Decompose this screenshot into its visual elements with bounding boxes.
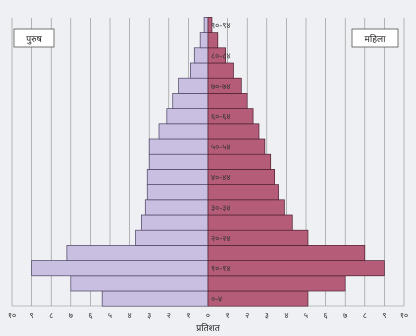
age-label: ६०-६४ bbox=[211, 112, 231, 121]
age-label: ८०-८४ bbox=[211, 51, 231, 60]
bar-female-८५-८९ bbox=[207, 32, 219, 49]
bar-female-५-९ bbox=[207, 275, 346, 292]
bar-male-६०-६४ bbox=[166, 108, 209, 125]
bar-male-६५-६९ bbox=[172, 93, 209, 109]
x-tick-label: २ bbox=[167, 311, 171, 320]
bar-male-७०-७४ bbox=[178, 77, 209, 94]
x-tick-label: ७ bbox=[69, 311, 73, 320]
x-tick-label: ४ bbox=[284, 311, 288, 320]
bar-male-४०-४४ bbox=[146, 169, 209, 185]
legend-male: पुरुष bbox=[13, 28, 55, 48]
x-axis-title: प्रतिशत bbox=[196, 322, 221, 334]
bar-male-१०-१४ bbox=[31, 260, 209, 277]
age-label: ५०-५४ bbox=[211, 143, 231, 152]
age-label: ०-४ bbox=[211, 295, 222, 304]
bar-male-४५-४९ bbox=[148, 153, 209, 170]
bar-male-५०-५४ bbox=[148, 138, 209, 155]
age-label: ३०-३४ bbox=[211, 203, 231, 212]
bar-male-३५-३९ bbox=[146, 184, 209, 201]
legend-female: महिला bbox=[351, 28, 399, 48]
tick-layer: १० ९ ८ ७ ६ ५ ४ ३ २ १ ० १ २ ३ ४ ५ ६ ७ ८ ९ १० bbox=[8, 311, 408, 320]
legend-male-label: पुरुष bbox=[26, 35, 42, 45]
x-tick-label: १ bbox=[226, 311, 230, 320]
x-tick-label: ९ bbox=[382, 311, 386, 320]
age-label: १०-१४ bbox=[211, 264, 231, 273]
x-tick-label: २ bbox=[245, 311, 249, 320]
bar-female-७५-७९ bbox=[207, 62, 234, 79]
x-tick-label: ३ bbox=[147, 311, 151, 320]
x-tick-label: ८ bbox=[363, 311, 367, 320]
age-label: ९०-९४ bbox=[211, 21, 231, 30]
x-tick-label: १ bbox=[186, 311, 190, 320]
age-label: २०-२४ bbox=[211, 234, 231, 243]
age-label: ४०-४४ bbox=[211, 173, 231, 182]
bar-female-१५-१९ bbox=[207, 245, 366, 261]
legend-male-box bbox=[13, 28, 55, 48]
x-tick-label: ९ bbox=[30, 311, 34, 320]
legend-female-box bbox=[351, 28, 399, 48]
bar-female-६५-६९ bbox=[207, 93, 248, 109]
bar-male-८५-८९ bbox=[199, 32, 209, 49]
bar-male-३०-३४ bbox=[144, 199, 209, 216]
x-tick-label: ० bbox=[206, 311, 210, 320]
x-tick-label: ७ bbox=[343, 311, 347, 320]
bar-male-७५-७९ bbox=[190, 62, 209, 79]
x-tick-label: १० bbox=[400, 311, 408, 320]
x-tick-label: ८ bbox=[49, 311, 53, 320]
label-layer: ०-४ १०-१४ २०-२४ ३०-३४ ४०-४४ ५०-५४ ६०-६४ ७०-७४ ८०… bbox=[211, 21, 231, 304]
x-tick-label: १० bbox=[8, 311, 16, 320]
bar-male-८०-८४ bbox=[193, 47, 209, 64]
x-tick-label: ५ bbox=[108, 311, 112, 320]
x-tick-label: ५ bbox=[304, 311, 308, 320]
bar-female-४५-४९ bbox=[207, 153, 272, 170]
x-tick-label: ४ bbox=[128, 311, 132, 320]
bar-male-२५-२९ bbox=[141, 214, 209, 231]
bar-female-९०-९४ bbox=[207, 17, 213, 33]
x-tick-label: ३ bbox=[265, 311, 269, 320]
bar-female-१०-१४ bbox=[207, 260, 385, 277]
bar-male-१५-१९ bbox=[66, 245, 209, 261]
bar-male-२०-२४ bbox=[135, 229, 209, 246]
bar-female-३५-३९ bbox=[207, 184, 279, 201]
bar-layer bbox=[31, 17, 385, 307]
x-tick-label: ६ bbox=[88, 311, 92, 320]
age-label: ७०-७४ bbox=[211, 82, 231, 91]
bar-male-५५-५९ bbox=[158, 123, 209, 140]
bar-male-५-९ bbox=[70, 275, 209, 292]
bar-male-०-४ bbox=[101, 290, 209, 307]
bar-female-५५-५९ bbox=[207, 123, 260, 140]
legend-female-label: महिला bbox=[365, 33, 387, 45]
x-tick-label: ६ bbox=[324, 311, 328, 320]
bar-female-२५-२९ bbox=[207, 214, 293, 231]
